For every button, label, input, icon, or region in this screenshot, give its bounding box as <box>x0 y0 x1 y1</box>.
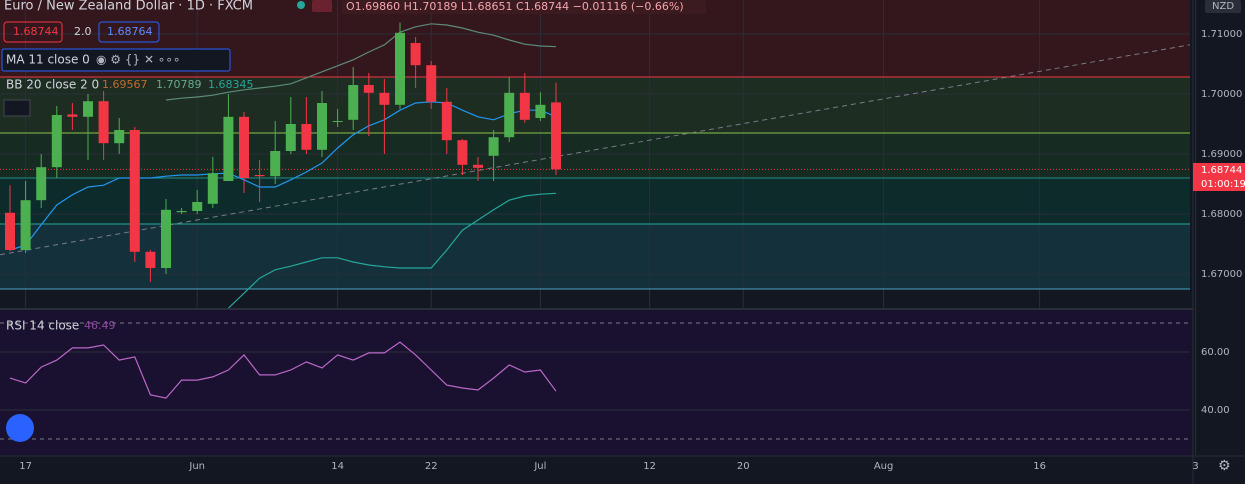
rsi-pane <box>0 310 1190 455</box>
candle-body <box>254 174 265 177</box>
ohlc: O1.69860 H1.70189 L1.68651 C1.68744 −0.0… <box>346 0 684 13</box>
countdown: 01:00:19 <box>1201 179 1245 190</box>
bb-mid: 1.69567 <box>102 78 148 91</box>
candle-body <box>67 114 78 117</box>
ma-legend-box[interactable] <box>1 48 231 72</box>
candle-body <box>207 173 218 204</box>
ma-legend[interactable]: MA 11 close 0 <box>6 53 90 67</box>
spread: 2.0 <box>74 25 92 38</box>
x-tick-label: 20 <box>737 461 750 472</box>
bid[interactable]: 1.68744 <box>13 25 59 38</box>
candle-body <box>395 32 406 105</box>
series-line <box>227 192 557 309</box>
collapse-button[interactable] <box>3 99 31 117</box>
candle-body <box>441 101 452 141</box>
zone <box>0 177 1190 225</box>
candle-body <box>83 101 94 117</box>
y-tick-label: 1.71000 <box>1201 29 1242 40</box>
candle-body <box>504 92 515 138</box>
candle-body <box>348 85 359 120</box>
candle-body <box>223 116 234 181</box>
status-dot <box>297 1 305 9</box>
candle-body <box>317 103 328 150</box>
candle-body <box>473 164 484 168</box>
candle-body <box>51 115 62 168</box>
legend-icons[interactable]: ◉ ⚙ {} ✕ ∘∘∘ <box>96 53 180 67</box>
ohlc-box <box>342 0 706 14</box>
currency-box[interactable] <box>1205 0 1241 13</box>
candle-body <box>145 251 156 268</box>
price-tag-box <box>1193 163 1245 191</box>
price-pane <box>0 0 1197 455</box>
zone <box>0 77 1190 134</box>
x-tick-label: 17 <box>19 461 32 472</box>
y-tick-label: 1.68000 <box>1201 209 1242 220</box>
y-tick-label: 40.00 <box>1201 405 1230 416</box>
settings-icon[interactable]: ⚙ <box>1218 458 1231 474</box>
y-tick-label: 60.00 <box>1201 347 1230 358</box>
candle-body <box>301 124 312 150</box>
candle-body <box>270 151 281 177</box>
candle-body <box>363 85 374 93</box>
axes: 1.71000 1.70000 1.69000 1.68000 1.67000 17 Jun… <box>19 29 1242 472</box>
candle-body <box>426 65 437 102</box>
zone <box>0 133 1190 178</box>
logo[interactable] <box>6 414 34 442</box>
candle-body <box>20 200 31 250</box>
candle-body <box>551 102 562 170</box>
series-line <box>165 23 557 101</box>
buy-button[interactable] <box>98 21 160 43</box>
status-icon <box>312 0 332 12</box>
rsi-value: 46.49 <box>84 319 116 332</box>
zone <box>0 224 1190 289</box>
x-tick-label: Aug <box>874 461 894 472</box>
candle-body <box>176 210 187 213</box>
series-line <box>9 341 557 399</box>
candle-body <box>129 130 140 252</box>
candle-body <box>161 209 172 268</box>
candle-body <box>519 92 530 120</box>
candle-body <box>239 116 250 178</box>
x-tick-label: 12 <box>643 461 656 472</box>
candle-body <box>114 130 125 144</box>
zone <box>0 288 1190 308</box>
x-tick-label: 14 <box>331 461 344 472</box>
candle-body <box>410 43 421 66</box>
x-tick-label: 16 <box>1033 461 1046 472</box>
trend-line <box>0 44 1191 256</box>
y-tick-label: 1.67000 <box>1201 269 1242 280</box>
sell-button[interactable] <box>3 21 63 43</box>
candle-body <box>36 167 47 201</box>
currency[interactable]: NZD <box>1212 1 1234 12</box>
candle-body <box>192 201 203 211</box>
candle-body <box>4 212 15 250</box>
price-tag: 1.68744 <box>1201 165 1242 176</box>
x-tick-label: 22 <box>425 461 438 472</box>
candle-body <box>285 124 296 152</box>
bb-up: 1.70789 <box>156 78 202 91</box>
candle-body <box>379 92 390 105</box>
x-tick-label: 3 <box>1192 461 1198 472</box>
rsi-background <box>0 310 1190 455</box>
candle-body <box>457 140 468 165</box>
rsi-legend: RSI 14 close <box>6 319 79 333</box>
y-tick-label: 1.70000 <box>1201 89 1242 100</box>
symbol: Euro / New Zealand Dollar · 1D · FXCM <box>4 0 253 14</box>
candle-body <box>98 101 109 144</box>
bb-legend: BB 20 close 2 0 <box>6 78 99 92</box>
y-tick-label: 1.69000 <box>1201 149 1242 160</box>
ask[interactable]: 1.68764 <box>107 25 153 38</box>
candle-body <box>332 121 343 123</box>
candle-body <box>535 104 546 119</box>
bb-low: 1.68345 <box>208 78 254 91</box>
candle-body <box>488 137 499 156</box>
series-line <box>9 101 557 251</box>
x-tick-label: Jun <box>188 461 205 472</box>
x-tick-label: Jul <box>533 461 546 472</box>
